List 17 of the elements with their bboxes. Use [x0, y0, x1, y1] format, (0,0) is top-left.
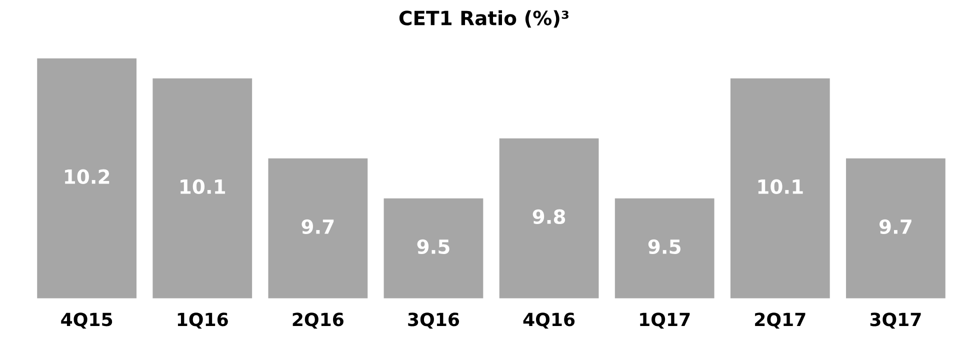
- x-tick-label: 2Q16: [292, 312, 344, 329]
- data-label: 10.2: [65, 169, 110, 184]
- data-label: 10.1: [758, 179, 803, 194]
- x-tick-label: 2Q17: [755, 312, 806, 329]
- x-tick-label: 3Q17: [870, 312, 921, 329]
- data-label: 9.5: [417, 239, 450, 254]
- data-label: 9.7: [302, 219, 334, 234]
- x-tick-label: 1Q16: [178, 312, 228, 329]
- chart-title: CET1 Ratio (%)³: [399, 10, 568, 28]
- data-label: 9.5: [648, 239, 680, 254]
- data-label: 9.7: [879, 219, 912, 234]
- x-tick-label: 3Q16: [408, 312, 460, 329]
- data-label: 10.1: [180, 179, 226, 194]
- x-tick-label: 4Q15: [61, 312, 112, 329]
- x-tick-label: 4Q16: [523, 312, 575, 329]
- data-label: 9.8: [532, 209, 566, 224]
- x-tick-label: 1Q17: [640, 312, 690, 329]
